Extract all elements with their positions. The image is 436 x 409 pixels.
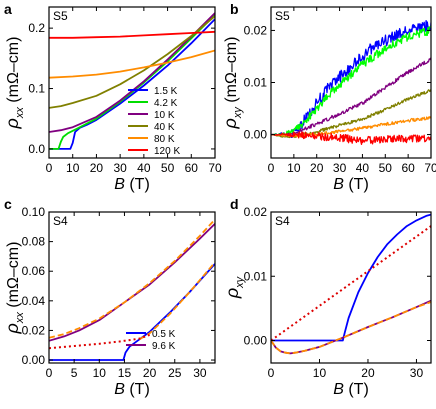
x-tick-label: 10 — [93, 366, 107, 380]
x-tick-label: 60 — [401, 161, 415, 175]
y-tick-label: 0.02 — [244, 23, 268, 37]
series-line-120k — [49, 30, 215, 39]
y-axis-label: ρxx (mΩ–cm) — [2, 242, 26, 335]
x-tick-label: 70 — [424, 161, 436, 175]
x-tick-label: 0 — [268, 366, 275, 380]
series-line-9.6k — [271, 299, 431, 355]
legend: 0.5 K9.6 K — [126, 329, 176, 352]
series-group — [271, 20, 431, 146]
series-line-40k — [49, 15, 215, 109]
y-tick-label: 0.2 — [28, 21, 45, 35]
x-tick-label: 20 — [90, 161, 104, 175]
panel-label: a — [4, 1, 12, 17]
series-line-fit-4 — [49, 333, 150, 350]
y-tick-label: 0.04 — [22, 294, 46, 308]
series-line-9.6k — [49, 223, 215, 342]
panel-label: b — [230, 1, 239, 17]
x-tick-label: 0 — [46, 366, 53, 380]
series-line-fit-3 — [271, 225, 431, 342]
x-axis-label: B (T) — [114, 176, 150, 193]
legend-label: 80 K — [154, 134, 175, 145]
legend-label: 40 K — [154, 122, 175, 133]
x-tick-label: 50 — [161, 161, 175, 175]
series-line-0.5k — [271, 213, 431, 342]
x-axis-label: B (T) — [114, 381, 150, 398]
series-line-fit-2 — [271, 301, 431, 355]
series-line-1.5k — [271, 20, 431, 139]
sample-label: S4 — [53, 214, 68, 228]
x-tick-label: 50 — [379, 161, 393, 175]
y-axis-label: ρxx (mΩ–cm) — [2, 37, 26, 130]
legend-label: 9.6 K — [152, 341, 176, 352]
y-tick-label: 0.01 — [244, 269, 268, 283]
series-line-120k — [271, 131, 431, 146]
legend-label: 1.5 K — [154, 86, 178, 97]
x-axis-label: B (T) — [333, 176, 369, 193]
series-line-10k — [49, 12, 215, 133]
x-tick-label: 40 — [356, 161, 370, 175]
x-tick-label: 30 — [333, 161, 347, 175]
y-tick-label: 0.00 — [244, 334, 268, 348]
y-axis-label: ρxy (mΩ–cm) — [220, 37, 244, 130]
y-tick-label: 0.00 — [244, 128, 268, 142]
x-tick-label: 60 — [185, 161, 199, 175]
legend-label: 4.2 K — [154, 98, 178, 109]
series-line-80k — [49, 49, 215, 79]
panel-d: 0 10 20 30 0.00 0.01 0.02 d S4 B (T) ρxy — [222, 196, 432, 398]
x-tick-label: 15 — [118, 366, 132, 380]
series-line-4.2k — [271, 26, 431, 137]
x-tick-label: 30 — [113, 161, 127, 175]
series-line-fit-3 — [139, 261, 215, 341]
x-tick-label: 10 — [313, 366, 327, 380]
y-tick-label: 0.08 — [22, 235, 46, 249]
y-axis-label: ρxy — [222, 275, 246, 299]
plot-frame — [270, 211, 432, 364]
y-tick-label: 0.10 — [22, 205, 46, 219]
panel-a: 0 10 20 30 40 50 60 70 0.0 0.1 0.2 a S5 B (T) ρxx (mΩ–… — [2, 1, 222, 193]
series-group — [49, 12, 215, 150]
x-tick-label: 10 — [66, 161, 80, 175]
x-tick-label: 20 — [310, 161, 324, 175]
y-tick-label: 0.1 — [28, 82, 45, 96]
y-tick-label: 0.0 — [28, 142, 45, 156]
x-tick-label: 10 — [287, 161, 301, 175]
x-tick-label: 40 — [137, 161, 151, 175]
x-tick-label: 0 — [268, 161, 275, 175]
plot-frame — [48, 6, 216, 159]
series-line-4.2k — [49, 14, 215, 150]
panel-b: 0 10 20 30 40 50 60 70 0.00 0.01 0.02 b S5 B (T) ρxy (… — [220, 1, 436, 193]
legend-label: 0.5 K — [152, 329, 176, 340]
series-line-fit-2 — [49, 218, 215, 339]
legend-label: 120 K — [154, 146, 180, 157]
series-group — [271, 213, 431, 355]
plot-frame — [48, 211, 216, 364]
legend-label: 10 K — [154, 110, 175, 121]
panel-c: 0 5 10 15 20 25 30 0.00 0.02 0.04 0.06 0.08 0.10 c S4 B… — [2, 196, 216, 398]
panel-label: c — [4, 196, 12, 212]
x-tick-label: 5 — [71, 366, 78, 380]
sample-label: S5 — [53, 9, 68, 23]
x-tick-label: 30 — [193, 366, 207, 380]
y-tick-label: 0.02 — [22, 323, 46, 337]
x-tick-label: 25 — [168, 366, 182, 380]
sample-label: S4 — [275, 214, 290, 228]
x-tick-label: 70 — [208, 161, 222, 175]
series-line-10k — [271, 57, 431, 137]
sample-label: S5 — [275, 9, 290, 23]
series-group — [49, 218, 215, 361]
y-tick-label: 0.00 — [22, 353, 46, 367]
panel-label: d — [230, 196, 239, 212]
y-tick-label: 0.02 — [244, 205, 268, 219]
x-tick-label: 20 — [361, 366, 375, 380]
y-tick-label: 0.06 — [22, 264, 46, 278]
x-tick-label: 20 — [143, 366, 157, 380]
x-tick-label: 0 — [46, 161, 53, 175]
x-axis-label: B (T) — [333, 381, 369, 398]
x-tick-label: 30 — [410, 366, 424, 380]
y-tick-label: 0.01 — [244, 76, 268, 90]
